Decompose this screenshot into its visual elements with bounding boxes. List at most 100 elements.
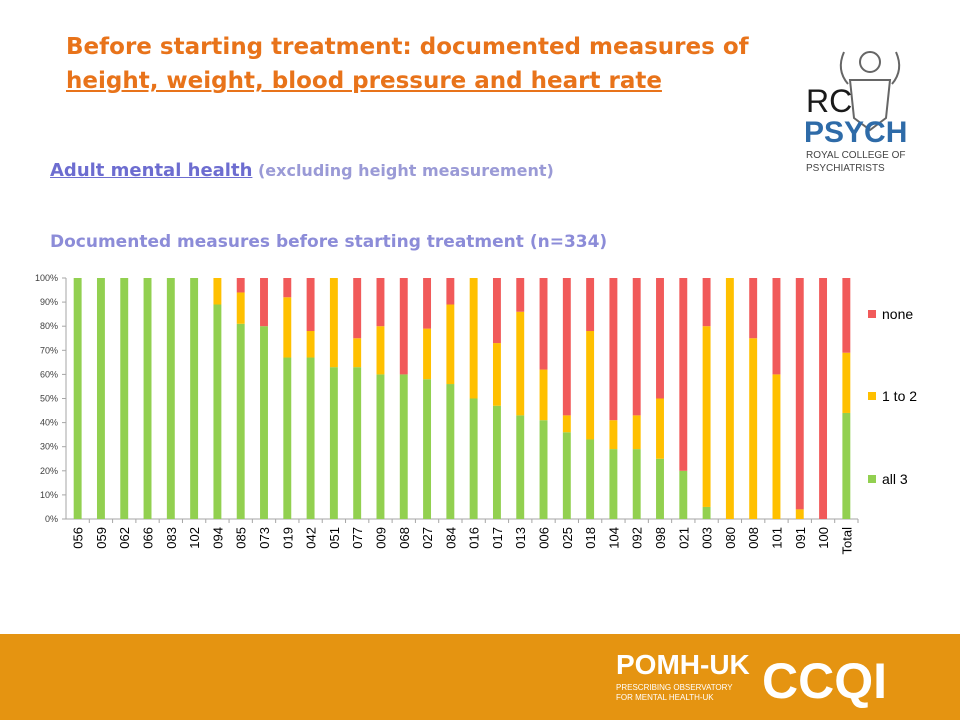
bar-segment bbox=[353, 338, 362, 368]
x-tick-label: 083 bbox=[164, 527, 179, 549]
bar-segment bbox=[120, 278, 129, 519]
crest-icon bbox=[839, 51, 901, 132]
bar-segment bbox=[260, 278, 268, 327]
bar-segment bbox=[842, 278, 851, 353]
bar-segment bbox=[609, 449, 618, 519]
section-subtitle: Adult mental health (excluding height me… bbox=[50, 160, 554, 181]
pomh-ccqi-logo: POMH-UK PRESCRIBING OBSERVATORY FOR MENT… bbox=[616, 649, 887, 709]
bar-segment bbox=[632, 415, 641, 450]
pomh-line2: FOR MENTAL HEALTH-UK bbox=[616, 693, 714, 702]
bar-segment bbox=[469, 398, 478, 519]
y-tick-label: 60% bbox=[40, 369, 58, 379]
bar-segment bbox=[772, 374, 781, 519]
x-tick-label: 062 bbox=[117, 527, 132, 549]
ccqi-text: CCQI bbox=[762, 653, 887, 709]
bar-segment bbox=[166, 278, 175, 519]
rcpsych-line4: PSYCHIATRISTS bbox=[806, 163, 885, 174]
legend-label: none bbox=[882, 306, 913, 322]
x-tick-label: 085 bbox=[234, 527, 249, 549]
bar-segment bbox=[423, 278, 432, 329]
bar-segment bbox=[819, 278, 828, 519]
x-tick-label: 101 bbox=[769, 527, 784, 549]
bar-segment bbox=[399, 374, 408, 519]
bar-segment bbox=[842, 412, 851, 519]
adult-mental-health-link[interactable]: Adult mental health bbox=[50, 160, 253, 181]
bar-segment bbox=[656, 458, 664, 519]
x-tick-label: 056 bbox=[71, 527, 86, 549]
y-tick-label: 0% bbox=[45, 514, 58, 524]
x-tick-label: 059 bbox=[94, 527, 109, 549]
bar-segment bbox=[656, 278, 664, 399]
rcpsych-line3: ROYAL COLLEGE OF bbox=[806, 150, 905, 161]
bar-segment bbox=[260, 326, 268, 519]
bar-segment bbox=[399, 278, 408, 375]
x-tick-label: 073 bbox=[257, 527, 272, 549]
bar-segment bbox=[376, 278, 385, 327]
legend-swatch bbox=[868, 475, 876, 483]
slide-title-line2: height, weight, blood pressure and heart… bbox=[66, 68, 662, 94]
bar-segment bbox=[190, 278, 199, 519]
slide-title-line1: Before starting treatment: documented me… bbox=[66, 34, 749, 60]
bar-segment bbox=[329, 367, 338, 519]
x-tick-label: 066 bbox=[141, 527, 156, 549]
x-tick-label: 006 bbox=[537, 527, 552, 549]
x-tick-label: 094 bbox=[210, 527, 225, 549]
rcpsych-logo: RC PSYCH ROYAL COLLEGE OF PSYCHIATRISTS bbox=[804, 51, 907, 174]
bar-segment bbox=[795, 509, 804, 519]
bar-segment bbox=[702, 278, 711, 327]
bar-segment bbox=[539, 420, 548, 519]
bar-segment bbox=[516, 278, 525, 312]
psych-text: PSYCH bbox=[804, 116, 907, 149]
bar-segment bbox=[609, 278, 618, 421]
bar-segment bbox=[702, 326, 711, 507]
y-tick-label: 50% bbox=[40, 394, 58, 404]
bar-segment bbox=[492, 278, 501, 344]
bar-segment bbox=[842, 352, 851, 413]
x-tick-label: 102 bbox=[187, 527, 202, 549]
bar-segment bbox=[353, 367, 362, 519]
bar-segment bbox=[609, 420, 618, 450]
y-tick-label: 20% bbox=[40, 466, 58, 476]
legend-label: all 3 bbox=[882, 471, 908, 487]
x-tick-label: 091 bbox=[793, 527, 808, 549]
x-tick-label: 003 bbox=[700, 527, 715, 549]
slide-title: Before starting treatment: documented me… bbox=[66, 30, 786, 98]
bar-segment bbox=[586, 331, 595, 440]
x-tick-label: 017 bbox=[490, 527, 505, 549]
y-tick-label: 80% bbox=[40, 321, 58, 331]
bar-segment bbox=[679, 470, 688, 519]
bar-segment bbox=[213, 278, 222, 305]
bar-segment bbox=[562, 432, 571, 519]
x-tick-label: 080 bbox=[723, 527, 738, 549]
legend-label: 1 to 2 bbox=[882, 388, 917, 404]
legend-swatch bbox=[868, 310, 876, 318]
x-tick-label: 009 bbox=[373, 527, 388, 549]
x-tick-label: 098 bbox=[653, 527, 668, 549]
legend-swatch bbox=[868, 392, 876, 400]
x-tick-label: 084 bbox=[443, 527, 458, 549]
x-tick-label: 018 bbox=[583, 527, 598, 549]
bar-segment bbox=[539, 278, 548, 370]
bar-segment bbox=[213, 304, 222, 519]
bar-segment bbox=[329, 278, 338, 368]
bar-segment bbox=[446, 278, 455, 305]
x-tick-label: 027 bbox=[420, 527, 435, 549]
y-tick-label: 10% bbox=[40, 490, 58, 500]
rc-text: RC bbox=[806, 83, 852, 119]
chart-heading: Documented measures before starting trea… bbox=[50, 232, 608, 252]
bar-segment bbox=[306, 278, 315, 332]
x-tick-label: 042 bbox=[304, 527, 319, 549]
bar-segment bbox=[236, 323, 245, 519]
pomh-line1: PRESCRIBING OBSERVATORY bbox=[616, 683, 733, 692]
footer-band bbox=[0, 634, 960, 720]
bar-segment bbox=[725, 278, 734, 519]
x-tick-label: 013 bbox=[513, 527, 528, 549]
bar-segment bbox=[283, 278, 292, 298]
y-tick-label: 70% bbox=[40, 345, 58, 355]
y-tick-label: 90% bbox=[40, 297, 58, 307]
bar-segment bbox=[562, 415, 571, 433]
bar-segment bbox=[469, 278, 478, 399]
bar-segment bbox=[539, 369, 548, 421]
x-tick-label: Total bbox=[839, 527, 854, 555]
bar-segment bbox=[492, 343, 501, 406]
